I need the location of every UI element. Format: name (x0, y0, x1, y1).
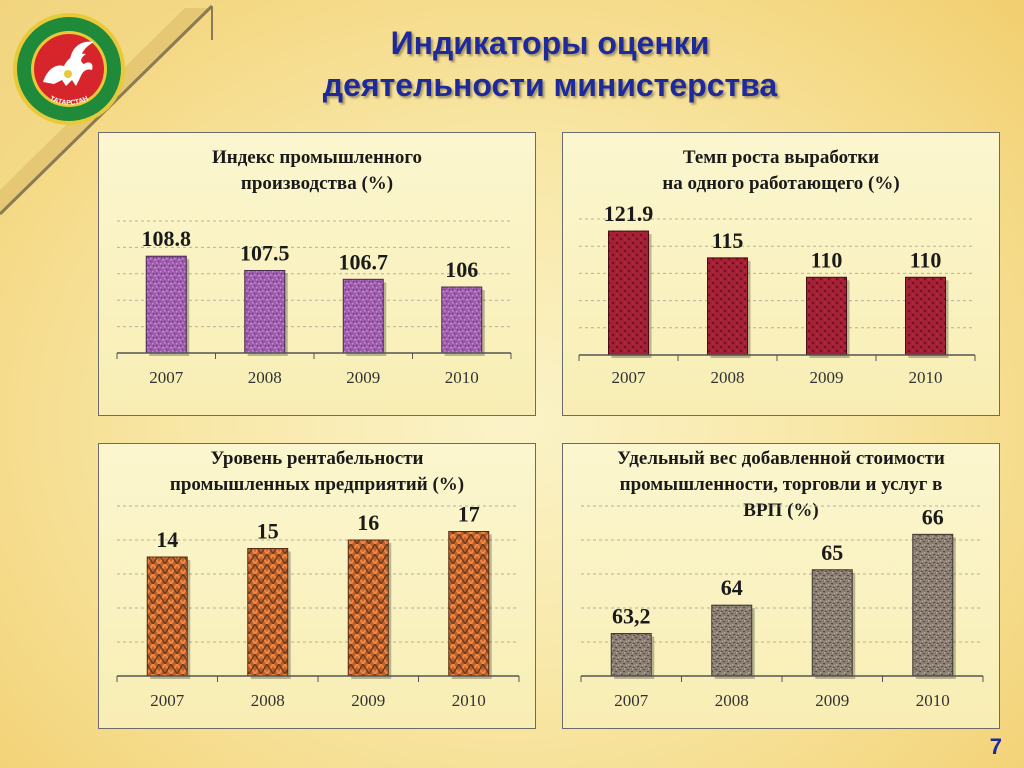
x-tick-label: 2010 (445, 368, 479, 387)
x-tick-label: 2007 (149, 368, 184, 387)
slide-number: 7 (989, 734, 1002, 759)
data-label: 63,2 (612, 604, 651, 629)
x-tick-label: 2008 (251, 691, 285, 710)
data-label: 64 (721, 575, 743, 600)
data-label: 17 (458, 502, 480, 527)
bar (811, 569, 853, 677)
chart-title-line: на одного работающего (%) (662, 173, 900, 194)
bar-chart: 63,2 2007 64 2008 65 2009 66 2010 (580, 504, 984, 710)
bar (711, 604, 753, 677)
data-label: 15 (257, 519, 279, 544)
chart-title-line: Уровень рентабельности (210, 448, 424, 469)
bar (347, 539, 389, 677)
chart-panel-profitability: Уровень рентабельности промышленных пред… (98, 443, 536, 729)
data-label: 66 (922, 504, 944, 529)
bar (806, 276, 847, 356)
data-label: 106.7 (339, 249, 389, 274)
page-title: Индикаторы оценки деятельности министерс… (250, 22, 850, 106)
data-label: 107.5 (240, 241, 290, 266)
chart-title-line: промышленных предприятий (%) (169, 474, 465, 495)
page-title-line-2: деятельности министерства (322, 67, 778, 103)
x-tick-label: 2009 (815, 691, 849, 710)
x-tick-label: 2007 (614, 691, 649, 710)
x-tick-label: 2009 (351, 691, 385, 710)
bar (145, 255, 187, 354)
data-label: 121.9 (604, 201, 654, 226)
chart-panel-value-added-share: Удельный вес добавленной стоимости промы… (562, 443, 1000, 729)
data-label: 16 (357, 510, 379, 535)
bar (244, 270, 286, 354)
data-label: 110 (910, 247, 942, 272)
chart-title-line: Удельный вес добавленной стоимости (617, 448, 945, 469)
chart-panel-industrial-index: Индекс промышленного производства (%) 10… (98, 132, 536, 416)
bar (912, 533, 954, 677)
bar (146, 556, 188, 677)
chart-title-line: промышленности, торговли и услуг в (619, 474, 943, 495)
x-tick-label: 2010 (916, 691, 950, 710)
bar-chart: 14 2007 15 2008 16 2009 17 2010 (116, 502, 520, 710)
bar (247, 548, 289, 677)
chart-title: Индекс промышленного производства (%) (99, 145, 535, 197)
bar (610, 633, 652, 677)
bar-chart: 121.9 2007 115 2008 110 2009 110 2010 (578, 201, 976, 387)
x-tick-label: 2009 (346, 368, 380, 387)
data-label: 115 (712, 228, 744, 253)
chart-title: Темп роста выработки на одного работающе… (563, 145, 999, 197)
data-label: 14 (156, 527, 178, 552)
data-label: 108.8 (142, 226, 192, 251)
bar (707, 257, 748, 356)
tatarstan-emblem-icon: ТАТАРСТАН (13, 13, 125, 125)
bar (441, 286, 483, 354)
bar-chart: 108.8 2007 107.5 2008 106.7 2009 106 2010 (116, 220, 512, 387)
x-tick-label: 2008 (711, 368, 745, 387)
chart-panel-labor-productivity: Темп роста выработки на одного работающе… (562, 132, 1000, 416)
page-title-line-1: Индикаторы оценки (390, 25, 710, 61)
data-label: 106 (445, 257, 478, 282)
x-tick-label: 2010 (909, 368, 943, 387)
emblem-text: ТАТАРСТАН (49, 95, 90, 107)
x-tick-label: 2008 (248, 368, 282, 387)
bar (608, 230, 649, 356)
chart-title: Уровень рентабельности промышленных пред… (99, 446, 535, 498)
x-tick-label: 2009 (810, 368, 844, 387)
x-tick-label: 2010 (452, 691, 486, 710)
bar (905, 276, 946, 356)
data-label: 65 (821, 540, 843, 565)
bar (448, 531, 490, 677)
chart-title-line: Индекс промышленного (211, 147, 423, 168)
bar (342, 278, 384, 354)
x-tick-label: 2008 (715, 691, 749, 710)
chart-title-line: Темп роста выработки (682, 147, 880, 168)
x-tick-label: 2007 (150, 691, 185, 710)
chart-title-line: производства (%) (240, 173, 394, 194)
chart-title: Удельный вес добавленной стоимости промы… (563, 446, 999, 524)
chart-title-line: ВРП (%) (743, 500, 819, 521)
data-label: 110 (811, 247, 843, 272)
x-tick-label: 2007 (612, 368, 647, 387)
